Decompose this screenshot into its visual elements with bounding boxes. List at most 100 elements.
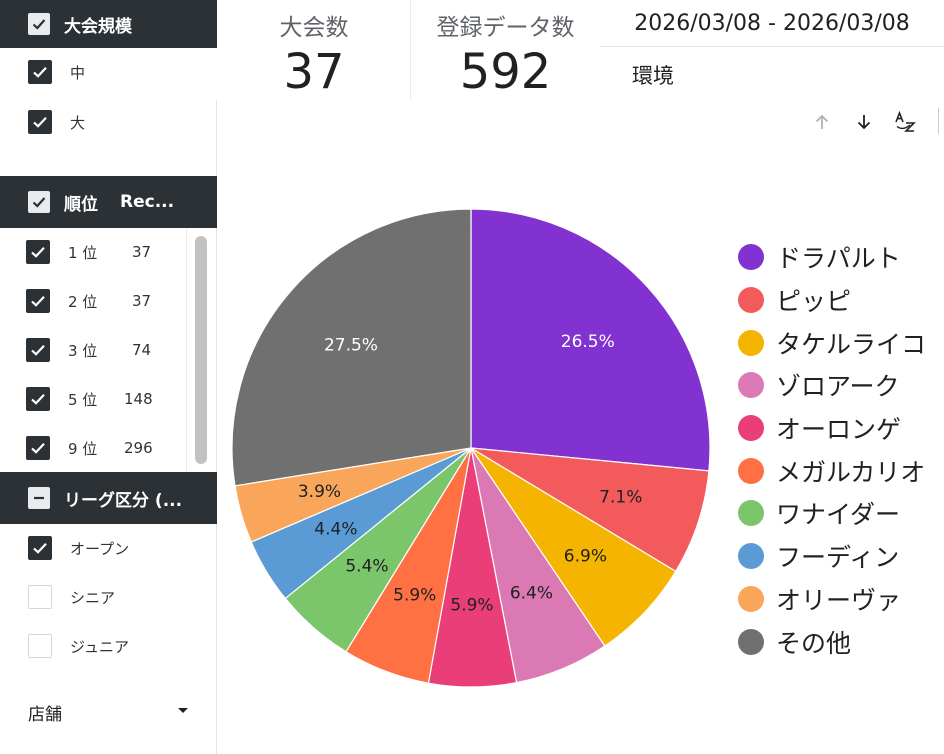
- store-dropdown[interactable]: 店舗: [28, 696, 192, 728]
- pie-slice-label: 5.4%: [345, 557, 388, 577]
- rank-2-checkbox[interactable]: [26, 289, 50, 313]
- legend-swatch: [738, 415, 764, 442]
- pie-slice-label: 6.4%: [510, 584, 553, 604]
- legend-item[interactable]: タケルライコ: [738, 321, 926, 364]
- pie-slice-9[interactable]: [231, 208, 472, 487]
- kpi-record-count: 登録データ数 592: [411, 0, 600, 100]
- rank-filter-header[interactable]: 順位 Rec...: [0, 176, 217, 228]
- check-icon: [32, 197, 46, 208]
- legend-swatch: [738, 372, 764, 399]
- rank-5-checkbox[interactable]: [26, 387, 50, 411]
- check-icon: [31, 443, 45, 454]
- rank-2-count: 37: [132, 292, 152, 310]
- pie-slice-label: 3.9%: [298, 482, 341, 502]
- rank-select-all-checkbox[interactable]: [28, 191, 50, 213]
- rank-list-scroll-thumb[interactable]: [195, 236, 207, 464]
- league-senior-label: シニア: [70, 588, 116, 607]
- rank-1-count: 37: [132, 243, 152, 261]
- legend-label: その他: [776, 628, 852, 658]
- legend-label: オリーヴァ: [776, 585, 902, 615]
- league-select-all-checkbox[interactable]: [28, 487, 50, 509]
- rank-1-checkbox[interactable]: [26, 240, 50, 264]
- legend-item[interactable]: ピッピ: [738, 279, 926, 322]
- store-dropdown-label: 店舗: [28, 704, 62, 725]
- date-range-picker[interactable]: 2026/03/08 - 2026/03/08: [600, 0, 944, 47]
- league-filter-header[interactable]: リーグ区分 (...: [0, 472, 217, 524]
- league-option-junior[interactable]: ジュニア: [28, 631, 129, 661]
- chart-legend: ドラパルト ピッピタケルライコゾロアークオーロンゲメガルカリオ ワナイダーフーディン…: [738, 236, 926, 663]
- legend-item[interactable]: ゾロアーク: [738, 364, 926, 407]
- rank-list-scrollbar[interactable]: [186, 228, 216, 472]
- league-option-open[interactable]: オープン: [28, 533, 129, 563]
- check-icon: [33, 117, 47, 128]
- size-filter-header[interactable]: 大会規模: [0, 0, 217, 48]
- kpi-tournament-count: 大会数 37: [218, 0, 410, 100]
- league-junior-label: ジュニア: [70, 637, 129, 656]
- league-option-senior[interactable]: シニア: [28, 582, 115, 612]
- legend-item[interactable]: メガルカリオ: [738, 449, 926, 492]
- size-large-checkbox[interactable]: [28, 110, 52, 134]
- check-icon: [33, 67, 47, 78]
- sort-az-icon: [895, 111, 916, 132]
- legend-swatch: [738, 543, 764, 570]
- rank-3-checkbox[interactable]: [26, 338, 50, 362]
- league-senior-checkbox[interactable]: [28, 585, 52, 609]
- rank-column-header[interactable]: Rec...: [120, 192, 175, 212]
- league-junior-checkbox[interactable]: [28, 634, 52, 658]
- size-select-all-checkbox[interactable]: [28, 13, 50, 35]
- kpi-value: 592: [459, 44, 552, 100]
- rank-option-2[interactable]: 2 位 37: [26, 286, 151, 316]
- legend-item[interactable]: フーディン: [738, 535, 926, 578]
- pie-slice-2[interactable]: [470, 447, 677, 647]
- kpi-label: 登録データ数: [436, 15, 575, 41]
- pie-chart-canvas: 26.5%7.1%6.9%6.4%5.9%5.9%5.4%4.4%3.9%27.…: [231, 208, 711, 688]
- legend-item[interactable]: ワナイダー: [738, 492, 926, 535]
- rank-3-label: 3 位: [68, 341, 98, 360]
- pie-slice-1[interactable]: [470, 447, 710, 573]
- kpi-value: 37: [283, 44, 345, 100]
- league-open-label: オープン: [70, 539, 130, 558]
- legend-label: オーロンゲ: [776, 415, 902, 445]
- sort-descending-button[interactable]: [850, 108, 878, 136]
- league-open-checkbox[interactable]: [28, 536, 52, 560]
- toolbar-separator: [938, 108, 939, 134]
- indeterminate-icon: [34, 496, 44, 500]
- pie-slice-label: 7.1%: [599, 487, 642, 507]
- rank-option-5[interactable]: 5 位 148: [26, 384, 153, 414]
- size-option-large[interactable]: 大: [28, 107, 85, 137]
- arrow-up-icon: [815, 114, 829, 129]
- check-icon: [31, 394, 45, 405]
- rank-filter-title: 順位: [64, 194, 98, 215]
- kpi-label: 大会数: [279, 15, 349, 41]
- pie-slice-label: 27.5%: [324, 336, 378, 356]
- size-medium-label: 中: [70, 63, 86, 82]
- rank-option-1[interactable]: 1 位 37: [26, 237, 151, 267]
- pie-slice-0[interactable]: [470, 208, 711, 472]
- rank-option-9[interactable]: 9 位 296: [26, 433, 153, 463]
- legend-label: ワナイダー: [776, 500, 901, 530]
- size-medium-checkbox[interactable]: [28, 60, 52, 84]
- legend-item[interactable]: その他: [738, 620, 926, 663]
- environment-label: 環境: [632, 64, 674, 88]
- legend-swatch: [738, 244, 764, 271]
- rank-2-label: 2 位: [68, 292, 98, 311]
- pie-slice-label: 5.9%: [450, 596, 493, 616]
- legend-item[interactable]: ドラパルト: [738, 236, 926, 279]
- rank-5-label: 5 位: [68, 390, 98, 409]
- rank-5-count: 148: [124, 390, 153, 408]
- rank-9-checkbox[interactable]: [26, 436, 50, 460]
- legend-item[interactable]: オリーヴァ: [738, 578, 926, 621]
- legend-item[interactable]: オーロンゲ: [738, 407, 926, 450]
- rank-option-3[interactable]: 3 位 74: [26, 335, 151, 365]
- check-icon: [31, 296, 45, 307]
- sort-alphabetical-button[interactable]: [892, 108, 920, 136]
- rank-1-label: 1 位: [68, 243, 98, 262]
- legend-label: メガルカリオ: [776, 457, 926, 487]
- legend-swatch: [738, 628, 764, 655]
- legend-label: タケルライコ: [776, 329, 927, 359]
- check-icon: [33, 543, 47, 554]
- caret-down-icon: [178, 708, 188, 713]
- sort-ascending-button[interactable]: [808, 108, 836, 136]
- size-option-medium[interactable]: 中: [28, 57, 85, 87]
- check-icon: [32, 19, 46, 30]
